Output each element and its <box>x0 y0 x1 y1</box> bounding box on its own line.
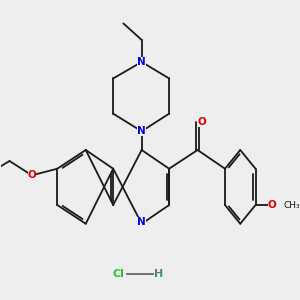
Text: N: N <box>137 57 146 67</box>
Text: CH₃: CH₃ <box>283 200 300 209</box>
Text: O: O <box>28 170 36 180</box>
Text: O: O <box>197 118 206 128</box>
Text: N: N <box>137 217 146 227</box>
Text: O: O <box>268 200 277 210</box>
Text: N: N <box>137 126 146 136</box>
Text: Cl: Cl <box>112 269 124 279</box>
Text: H: H <box>154 269 164 279</box>
